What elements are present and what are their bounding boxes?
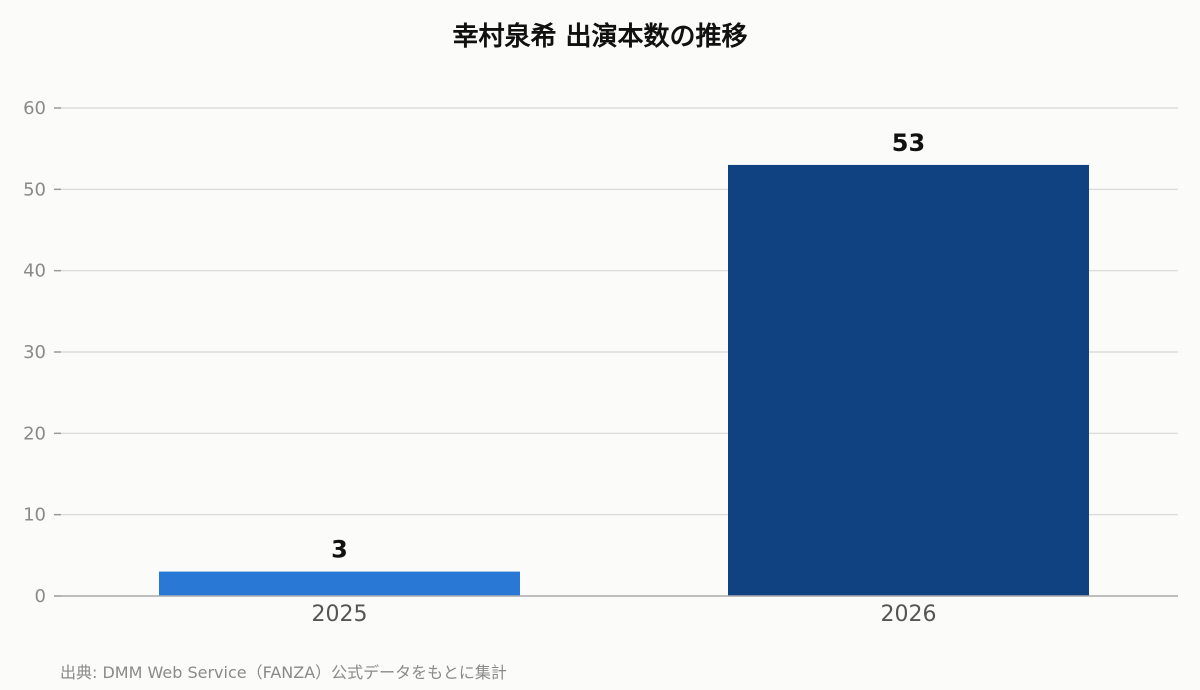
bars <box>159 164 1089 596</box>
source-note: 出典: DMM Web Service（FANZA）公式データをもとに集計 <box>60 663 507 682</box>
data-label-2026: 53 <box>892 129 925 157</box>
y-tick-label: 30 <box>23 342 46 363</box>
data-labels: 3 53 <box>331 129 925 564</box>
x-tick-label-2025: 2025 <box>312 602 368 627</box>
chart-title: 幸村泉希 出演本数の推移 <box>452 22 748 52</box>
bar-2025 <box>159 571 520 596</box>
bar-2026 <box>728 164 1089 596</box>
x-axis: 2025 2026 <box>312 602 937 627</box>
y-tick-label: 0 <box>35 586 46 607</box>
y-tick-label: 40 <box>23 261 46 282</box>
gridlines <box>60 107 1178 516</box>
y-tick-label: 20 <box>23 423 46 444</box>
y-tick-label: 60 <box>23 98 46 119</box>
y-tick-label: 50 <box>23 179 46 200</box>
y-tick-label: 10 <box>23 505 46 526</box>
y-axis: 0 10 20 30 40 50 60 <box>23 98 61 607</box>
x-tick-label-2026: 2026 <box>881 602 937 627</box>
data-label-2025: 3 <box>331 536 348 564</box>
